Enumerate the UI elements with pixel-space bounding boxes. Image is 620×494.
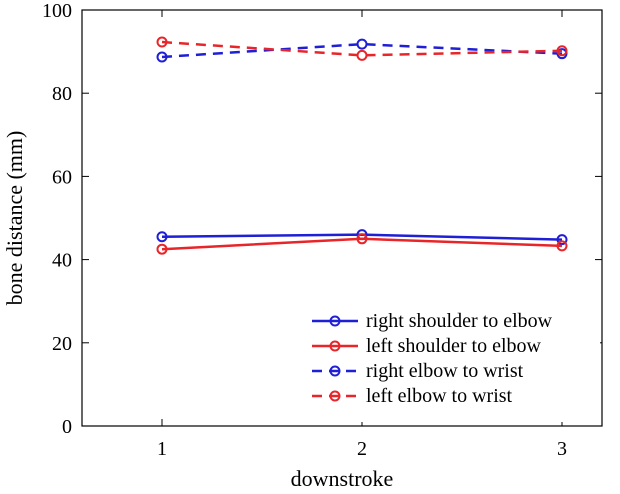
legend-label-0: right shoulder to elbow <box>366 310 553 332</box>
y-tick-label: 100 <box>42 0 72 22</box>
x-axis-ticks: 1 2 3 <box>157 10 567 460</box>
legend-marker-3 <box>329 390 341 402</box>
y-tick-label: 0 <box>62 416 72 438</box>
legend-marker-1 <box>329 340 341 352</box>
y-axis-ticks: 0 20 40 60 80 100 <box>42 0 602 438</box>
legend-marker-2 <box>329 365 341 377</box>
y-tick-label: 60 <box>52 166 72 188</box>
data-point-3-0 <box>156 36 168 48</box>
legend-label-3: left elbow to wrist <box>366 385 513 407</box>
data-point-1-0 <box>156 243 168 255</box>
x-tick-label: 1 <box>157 438 167 460</box>
data-point-0-2 <box>556 234 568 246</box>
data-point-3-1 <box>356 49 368 61</box>
y-axis-label: bone distance (mm) <box>2 131 27 306</box>
x-axis-label: downstroke <box>291 466 394 491</box>
legend-label-2: right elbow to wrist <box>366 360 524 382</box>
x-tick-label: 2 <box>357 438 367 460</box>
x-tick-label: 3 <box>557 438 567 460</box>
legend-marker-0 <box>329 315 341 327</box>
data-point-0-0 <box>156 231 168 243</box>
y-tick-label: 40 <box>52 250 72 272</box>
legend: right shoulder to elbow left shoulder to … <box>312 310 553 407</box>
legend-label-1: left shoulder to elbow <box>366 335 542 357</box>
y-tick-label: 80 <box>52 83 72 105</box>
legend-box <box>304 304 600 422</box>
data-point-1-2 <box>556 240 568 252</box>
data-point-3-2 <box>556 45 568 57</box>
series-line-1 <box>161 237 563 251</box>
data-point-1-1 <box>356 233 368 245</box>
series-layer <box>156 36 568 255</box>
data-point-2-1 <box>356 38 368 50</box>
y-tick-label: 20 <box>52 333 72 355</box>
plot-frame <box>81 9 603 427</box>
data-point-2-0 <box>156 51 168 63</box>
